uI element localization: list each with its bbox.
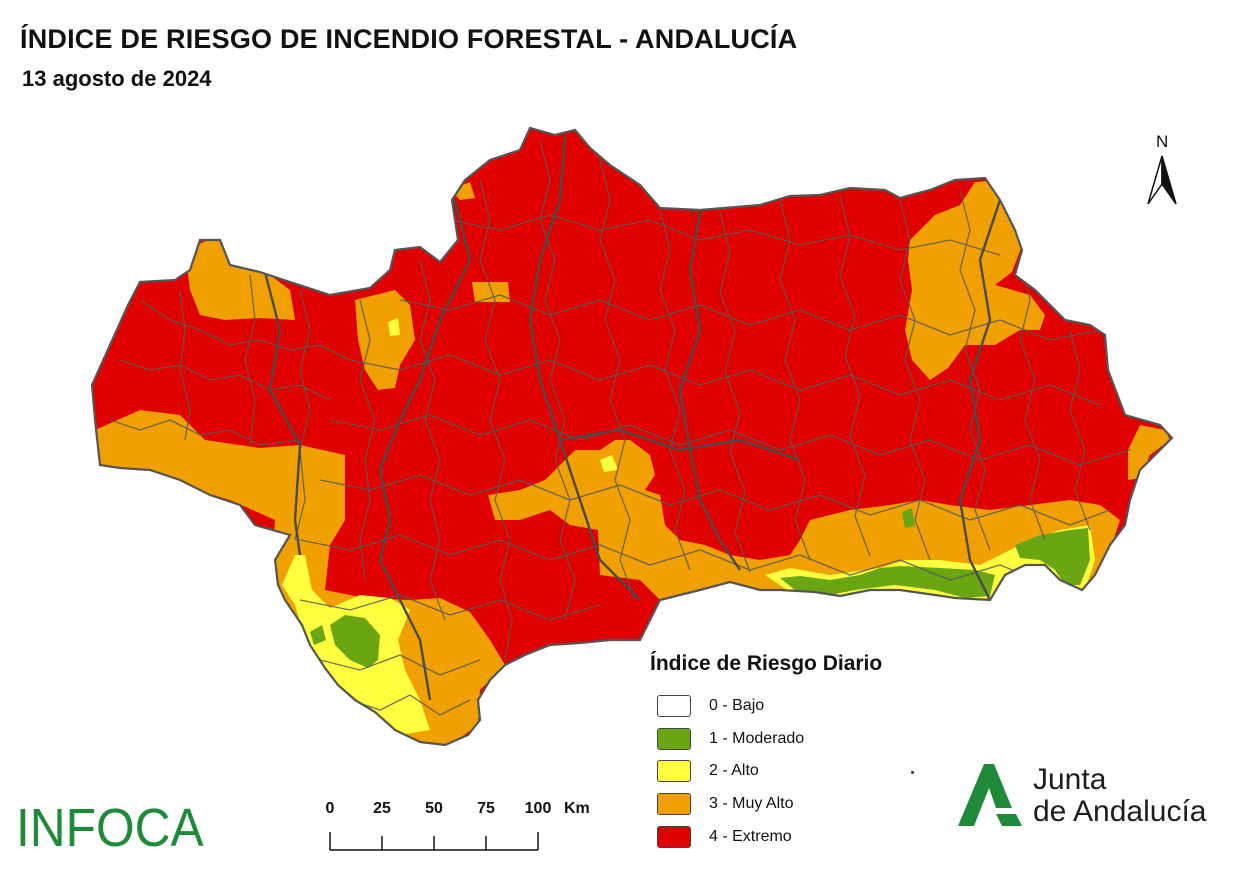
north-arrow-icon xyxy=(1147,155,1177,205)
legend-label: 4 - Extremo xyxy=(709,827,792,845)
legend-swatch-bajo xyxy=(657,695,691,718)
legend-swatch-extremo xyxy=(657,825,691,848)
infoca-logo: INFOCA xyxy=(16,798,204,858)
junta-line2: de Andalucía xyxy=(1033,795,1207,828)
junta-line1: Junta xyxy=(1033,763,1107,796)
legend-item-alto: 2 - Alto xyxy=(650,755,882,788)
map-date: 13 agosto de 2024 xyxy=(22,66,212,91)
map-dot xyxy=(911,771,914,774)
legend-item-moderado: 1 - Moderado xyxy=(650,723,882,756)
scale-unit-label: Km xyxy=(564,800,590,817)
scale-bar: 0 25 50 75 100 Km xyxy=(318,800,618,860)
scale-tick-label: 25 xyxy=(373,800,391,817)
scale-tick-label: 75 xyxy=(477,800,495,817)
legend-label: 0 - Bajo xyxy=(709,697,765,715)
legend-label: 3 - Muy Alto xyxy=(709,795,794,813)
map-title: ÍNDICE DE RIESGO DE INCENDIO FORESTAL - … xyxy=(20,24,798,54)
legend-swatch-alto xyxy=(657,760,691,783)
scale-tick-label: 0 xyxy=(325,800,335,817)
legend-item-extremo: 4 - Extremo xyxy=(650,820,882,853)
scale-tick-label: 100 xyxy=(524,800,552,817)
legend-item-bajo: 0 - Bajo xyxy=(650,690,882,723)
junta-andalucia-logo-text: Junta de Andalucía xyxy=(1033,764,1206,828)
legend-item-muy-alto: 3 - Muy Alto xyxy=(650,788,882,821)
legend: Índice de Riesgo Diario 0 - Bajo 1 - Mod… xyxy=(650,652,882,853)
legend-label: 2 - Alto xyxy=(709,762,759,780)
scale-bar-graphic xyxy=(329,832,539,851)
legend-title: Índice de Riesgo Diario xyxy=(650,652,883,675)
legend-label: 1 - Moderado xyxy=(709,729,805,747)
junta-andalucia-logo-icon xyxy=(958,764,1022,826)
scale-tick-label: 50 xyxy=(425,800,443,817)
north-arrow-label: N xyxy=(1156,132,1169,151)
legend-swatch-moderado xyxy=(657,727,691,750)
legend-swatch-muy-alto xyxy=(657,793,691,816)
